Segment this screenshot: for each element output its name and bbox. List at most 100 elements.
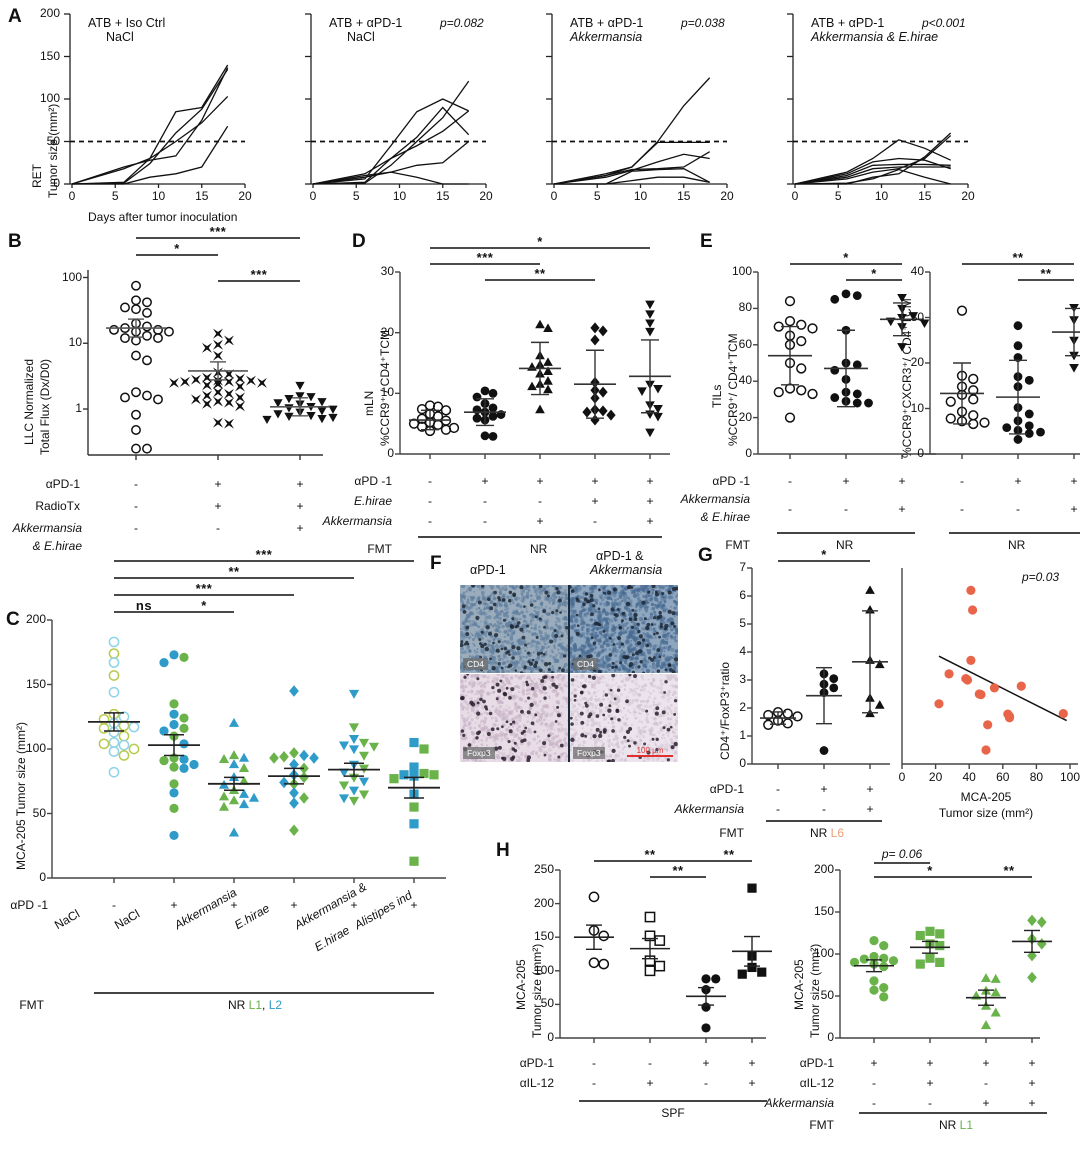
panel-e-letter: E [700,231,713,252]
significance-label: ** [228,564,240,579]
significance-label: *** [476,250,494,265]
panel-e-left-ytick: 0 [745,446,752,460]
panel-g-fmt-l6: L6 [827,826,845,840]
panel-a-title-2: ATB + αPD-1 [570,16,644,30]
panel-g-left-svg [747,567,890,769]
panel-h-left-ytick: 0 [547,1030,554,1044]
panel-h-left-row-label: αPD-1 [519,1056,554,1070]
panel-h-right-row-value: - [872,1076,876,1090]
panel-f-column-divider [568,585,570,762]
panel-h-left-ytick: 200 [533,895,554,910]
panel-g-right-xtick: 100 [1059,770,1080,784]
panel-b-ylabel: LLC Normalized Total Flux (Dx/D0) [22,358,52,455]
panel-e-right-svg [925,271,1080,459]
panel-d-row-value: - [428,494,432,508]
panel-b-row-value: - [134,521,138,535]
panel-a-xtick: 10 [874,189,889,203]
panel-g-left-ytick: 5 [739,616,746,630]
panel-f-cd4-label-1: CD4 [463,658,489,670]
panel-b-ytick: 100 [61,269,82,284]
panel-g-letter: G [698,545,713,566]
significance-label: * [821,547,827,562]
panel-d-fmt-label: FMT [367,542,392,556]
panel-f-scalebar: 100 µm [627,746,673,757]
panel-h-left-ytick: 150 [533,929,554,944]
panel-g-row-value: - [776,782,780,796]
significance-label: ns [135,598,153,613]
panel-c-apd1-label: αPD -1 [10,898,48,912]
panel-c-xcat-1: NaCl [112,907,170,932]
panel-h-right-row-value: + [982,1056,990,1070]
panel-d-row-value: + [646,474,654,488]
panel-e-right-ytick: 40 [910,264,924,278]
panel-f-tile-foxp3-akk: Foxp3 100 µm [570,674,678,762]
panel-d-row-value: + [646,494,654,508]
panel-d-row-value: + [646,514,654,528]
panel-g-fmt-line [766,820,882,822]
panel-f-col2-title-l1: αPD-1 & [596,549,644,563]
panel-h-left-ytick: 100 [533,962,554,977]
panel-a-xtick: 5 [111,189,119,203]
panel-g-left-ytick: 1 [739,728,746,742]
panel-h-right-plot: 0 50 100 150 200 p= 0.06 * ** αPD-1 + + + + αIL-12- + -… [765,847,1052,1168]
panel-h-left-row-value: - [592,1056,596,1070]
panel-a-subchart-1: 0 5 10 15 20 ATB + αPD-1 NaCl p=0.082 [305,13,502,218]
panel-a-xtick: 0 [309,189,317,203]
panel-e-right-ytick: 30 [910,309,924,324]
significance-label: * [843,250,849,265]
panel-e-row2-label-l1: Akkermansia [680,492,750,506]
panel-f-foxp3-label-2: Foxp3 [573,747,605,759]
panel-c-apd1-value: + [350,898,358,912]
panel-e-left-ytick: 80 [738,300,752,315]
panel-a-xtick: 15 [677,189,691,203]
panel-c-fmt-nr: NR [228,998,246,1012]
panel-h-right-row-value: - [928,1096,932,1110]
panel-b-letter: B [8,231,22,252]
panel-c-ytick: 0 [39,870,46,884]
panel-a-pvalue-2: p=0.038 [681,16,725,30]
panel-g-right-xtick: 40 [962,770,976,784]
panel-e-row-value: - [844,502,848,516]
panel-b-row-value: - [216,521,220,535]
panel-c-ytick: 200 [25,612,46,626]
panel-f-col1-title: αPD-1 [470,563,506,577]
panel-c-xcat-2: Akkermansia [172,885,239,932]
panel-e-fmt-line [777,532,915,534]
panel-a-xtick: 10 [633,189,648,203]
panel-e-row-value: + [898,502,906,516]
panel-e-row-value: - [960,474,964,488]
panel-c-fmt-line [94,992,434,994]
panel-c-apd1-value: - [112,898,116,912]
panel-h-right-row-value: + [926,1056,934,1070]
panel-e-ylabel-group: TILs %CCR9⁺/ CD4⁺TCM [710,333,740,446]
panel-e-fmt-value: NR [836,538,854,552]
panel-c-ytick: 100 [25,741,46,755]
panel-d-plot: 0 10 20 30 *** ** * αPD -1- + + + + E.hirae - - - + + Akke… [323,234,678,574]
panel-h-left-row-value: + [748,1056,756,1070]
panel-h-right-ylabel: MCA-205 Tumor size (mm²) [792,943,822,1038]
panel-h-right-ytick: 150 [813,904,834,918]
panel-c-ytick: 50 [32,805,46,820]
panel-a-plot-1 [305,13,487,188]
panel-c-fmt-sep: , [262,998,269,1012]
panel-a-subtitle-3: Akkermansia & E.hirae [811,30,939,44]
panel-d-fmt-line [418,536,662,538]
panel-e-left-ytick: 20 [738,409,752,424]
panel-b-row-label: αPD-1 [45,477,80,491]
significance-label: ** [534,266,546,281]
panel-g-left-ytick: 3 [739,672,746,686]
panel-h-letter: H [496,840,510,861]
panel-d-row-value: + [481,474,489,488]
panel-h-right-ytick: 200 [813,862,834,876]
panel-c-apd1-value: + [290,898,298,912]
panel-g-right-xtick: 20 [928,770,943,784]
panel-c-xcat-4: Akkermansia & E.hirae [292,880,369,954]
significance-label: * [927,863,933,878]
panel-h-right-fmt-line [859,1112,1047,1114]
significance-label: ** [1003,863,1015,878]
panel-c-ytick: 150 [25,676,46,691]
panel-g-right-plot: 0 20 40 60 80 100 p=0.03 MCA-205 Tumor size (mm²… [899,568,1080,844]
panel-f-cd4-label-2: CD4 [573,658,599,670]
panel-e-row2-label-l2: & E.hirae [700,510,750,524]
significance-label: *** [250,267,268,282]
